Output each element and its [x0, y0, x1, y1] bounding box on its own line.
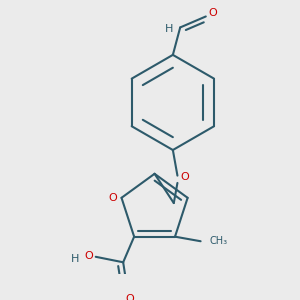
Text: H: H [71, 254, 79, 264]
Text: O: O [108, 193, 117, 203]
Text: O: O [125, 294, 134, 300]
Text: H: H [165, 24, 173, 34]
Text: O: O [180, 172, 189, 182]
Text: CH₃: CH₃ [210, 236, 228, 246]
Text: O: O [209, 8, 218, 18]
Text: O: O [84, 251, 93, 261]
